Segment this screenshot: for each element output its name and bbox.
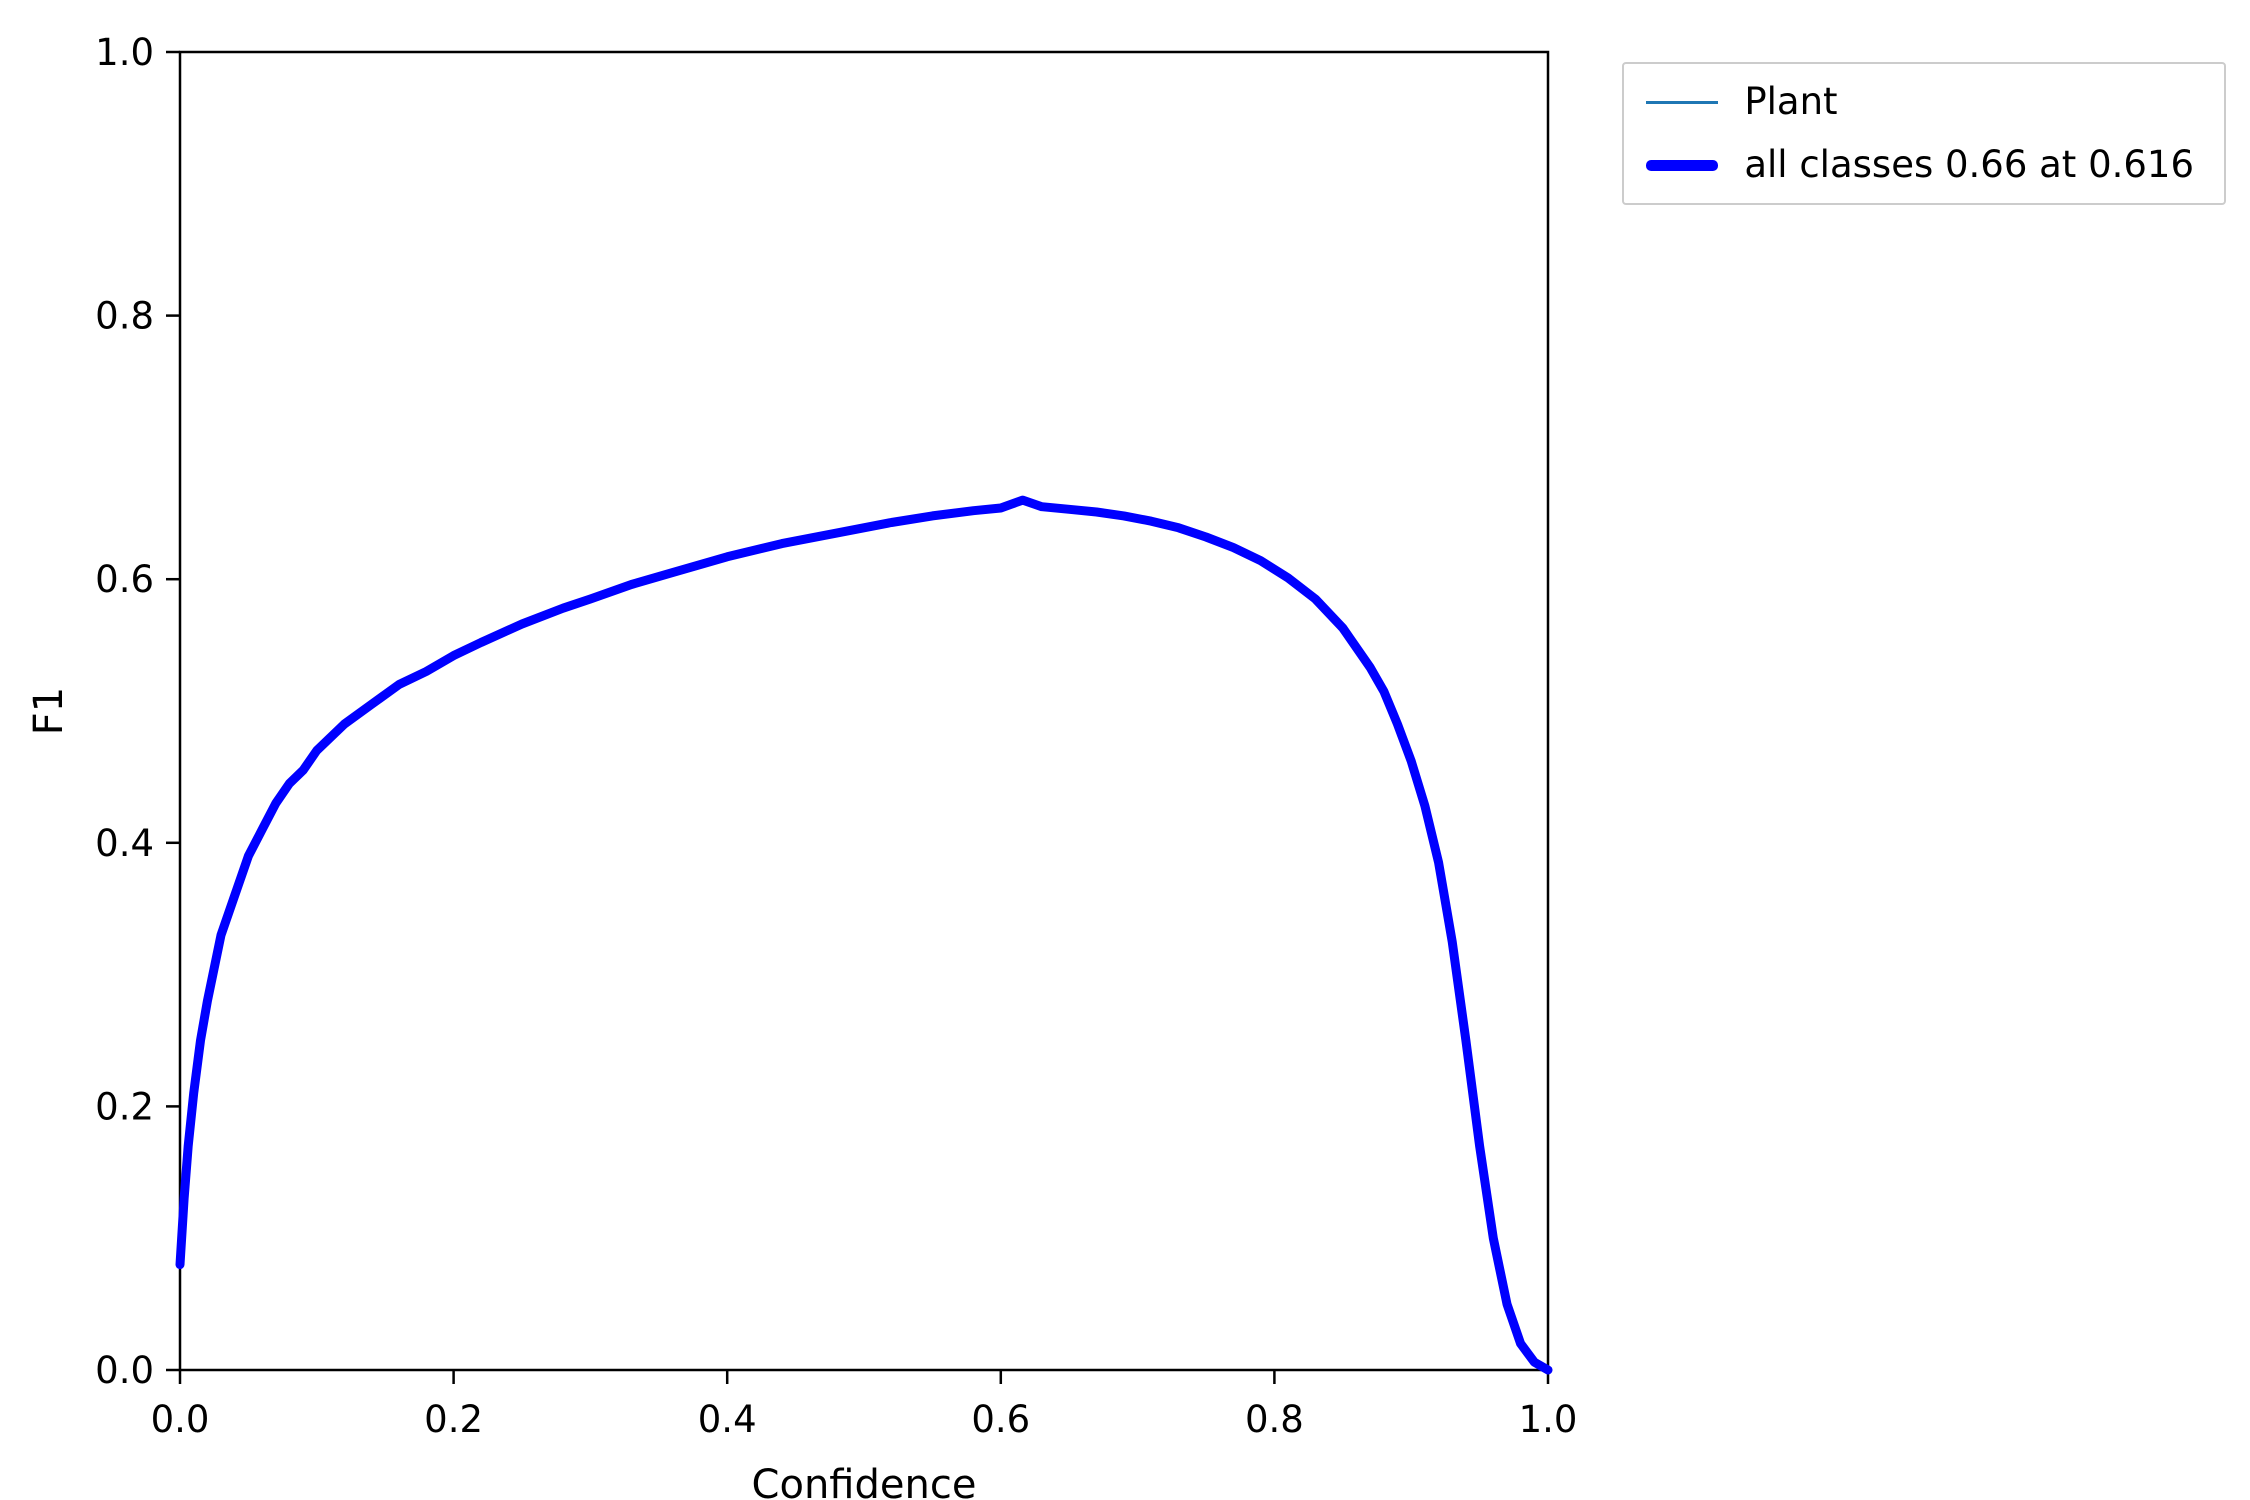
y-tick-label: 0.6: [95, 558, 154, 601]
x-tick-label: 0.0: [151, 1398, 210, 1441]
x-tick-label: 0.4: [698, 1398, 757, 1441]
legend-entry-all-classes: all classes 0.66 at 0.616: [1646, 142, 2194, 186]
axes-spines: [178, 50, 1550, 1372]
all-classes-line-sample: [1646, 159, 1719, 171]
legend-label-all-classes: all classes 0.66 at 0.616: [1744, 142, 2194, 186]
y-axis-label: F1: [26, 687, 72, 735]
y-tick-label: 0.0: [95, 1349, 154, 1392]
x-tick-label: 1.0: [1519, 1398, 1578, 1441]
x-axis-label: Confidence: [752, 1462, 977, 1500]
x-tick-label: 0.6: [971, 1398, 1030, 1441]
y-tick-label: 0.4: [95, 822, 154, 865]
plant-line-sample: [1646, 100, 1719, 104]
x-tick-label: 0.8: [1245, 1398, 1304, 1441]
legend-entry-plant: Plant: [1646, 80, 2194, 123]
y-tick-label: 0.2: [95, 1085, 154, 1128]
all-classes-curve: [175, 495, 1553, 1375]
legend: Plant all classes 0.66 at 0.616: [1622, 62, 2226, 206]
x-tick-label: 0.2: [424, 1398, 483, 1441]
y-tick-label: 1.0: [95, 31, 154, 74]
legend-label-plant: Plant: [1744, 80, 1838, 123]
y-tick-label: 0.8: [95, 295, 154, 338]
